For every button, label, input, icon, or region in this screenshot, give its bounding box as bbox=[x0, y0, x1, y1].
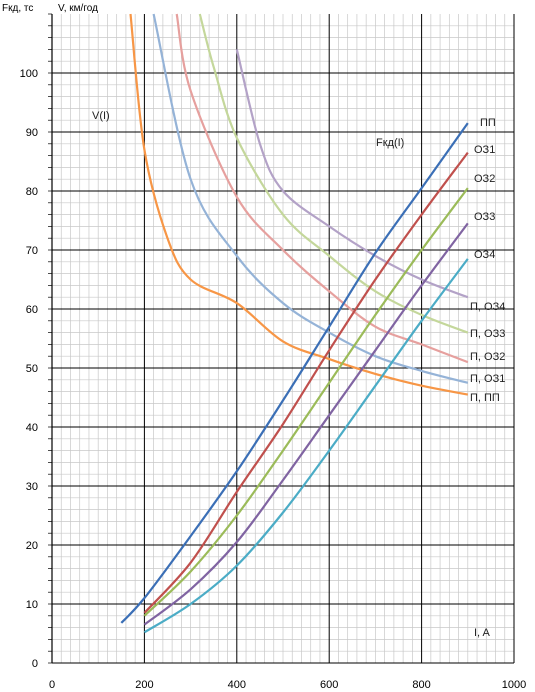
y-tick-label: 80 bbox=[26, 186, 38, 198]
x-axis-title: I, A bbox=[474, 627, 491, 639]
force-series-label-4: ОЗ3 bbox=[474, 211, 495, 223]
force-series-line-1 bbox=[120, 122, 469, 624]
x-tick-label: 600 bbox=[320, 679, 338, 691]
force-series-line-4 bbox=[143, 222, 469, 626]
speed-series-line-2 bbox=[152, 13, 469, 384]
y-tick-label: 70 bbox=[26, 245, 38, 257]
x-tick-label: 400 bbox=[228, 679, 246, 691]
y-tick-label: 20 bbox=[26, 540, 38, 552]
y-tick-label: 60 bbox=[26, 304, 38, 316]
y-axis-title-speed: V, км/год bbox=[58, 3, 98, 14]
force-series-label-1: ПП bbox=[480, 117, 496, 129]
speed-series-group bbox=[129, 13, 469, 396]
speed-series-label-4: П, ОЗ3 bbox=[470, 328, 505, 340]
force-series-label-3: ОЗ2 bbox=[474, 173, 495, 185]
force-group-label: Fкд(I) bbox=[376, 137, 404, 149]
y-tick-label: 50 bbox=[26, 363, 38, 375]
speed-series-label-3: П, ОЗ2 bbox=[470, 351, 505, 363]
force-series-line-5 bbox=[143, 258, 469, 634]
speed-series-label-5: П, ОЗ4 bbox=[470, 301, 505, 313]
y-tick-label: 40 bbox=[26, 422, 38, 434]
speed-series-line-1 bbox=[129, 13, 469, 396]
speed-group-label: V(I) bbox=[92, 110, 110, 122]
force-series-group bbox=[120, 122, 469, 634]
y-tick-label: 10 bbox=[26, 599, 38, 611]
speed-series-label-2: П, ОЗ1 bbox=[470, 373, 505, 385]
y-tick-label: 90 bbox=[26, 127, 38, 139]
tick-labels: 0 200 400 600 800 1000 0 10 20 30 40 50 60 70 80 90 100 bbox=[20, 68, 527, 691]
x-tick-label: 0 bbox=[49, 679, 55, 691]
x-tick-label: 200 bbox=[135, 679, 153, 691]
force-series-label-5: ОЗ4 bbox=[474, 249, 495, 261]
x-tick-label: 1000 bbox=[502, 679, 526, 691]
speed-series-line-3 bbox=[175, 13, 469, 364]
speed-series-line-5 bbox=[235, 49, 469, 299]
y-tick-label: 30 bbox=[26, 481, 38, 493]
y-tick-label: 100 bbox=[20, 68, 38, 80]
force-series-line-2 bbox=[143, 151, 469, 614]
y-axis-title-force: Fкд, тс bbox=[2, 3, 33, 14]
grid-major bbox=[48, 13, 515, 664]
series-labels: ПП ОЗ1 ОЗ2 ОЗ3 ОЗ4 П, ПП П, ОЗ1 П, ОЗ2 П, ОЗ3 П, … bbox=[470, 117, 505, 404]
force-series-label-2: ОЗ1 bbox=[474, 144, 495, 156]
grid-minor bbox=[52, 14, 514, 663]
force-series-line-3 bbox=[143, 187, 469, 617]
x-tick-label: 800 bbox=[412, 679, 430, 691]
speed-series-label-1: П, ПП bbox=[470, 392, 500, 404]
y-tick-label: 0 bbox=[32, 658, 38, 670]
speed-series-line-4 bbox=[198, 13, 469, 334]
